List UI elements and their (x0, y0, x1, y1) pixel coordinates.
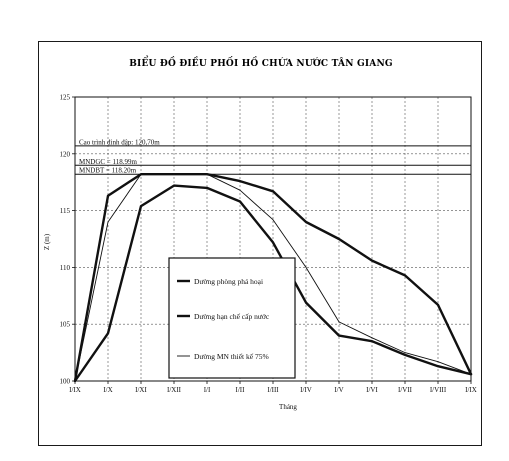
series-line-3 (74, 173, 472, 382)
x-tick-label: I/II (236, 386, 246, 394)
x-tick-label: I/V (334, 386, 343, 394)
x-tick-label: I/XII (167, 386, 182, 394)
y-tick-label: 110 (60, 264, 71, 272)
x-tick-label: I/IX (465, 386, 477, 394)
legend-label-3: Dường MN thiết kế 75% (194, 352, 269, 361)
legend-box (168, 257, 296, 379)
y-tick-label: 100 (60, 378, 71, 386)
chart-title: BIỂU ĐỒ ĐIỀU PHỐI HỒ CHỨA NƯỚC TÂN GIANG (129, 55, 393, 69)
x-tick-label: I/VIII (430, 386, 447, 394)
y-tick-label: 120 (60, 150, 71, 158)
legend-label-2: Dường hạn chế cấp nước (194, 312, 270, 321)
reference-label: Cao trình đỉnh đập: 120,70m (79, 138, 160, 146)
y-axis-label: Z (m) (43, 233, 51, 250)
x-tick-label: I/VII (398, 386, 413, 394)
legend: Dường phòng phá hoại Dường hạn chế cấp n… (168, 257, 296, 379)
x-tick-label: I/X (103, 386, 112, 394)
x-tick-label: I/IV (300, 386, 312, 394)
chart: BIỂU ĐỒ ĐIỀU PHỐI HỒ CHỨA NƯỚC TÂN GIANG… (43, 55, 477, 411)
x-axis-label: Tháng (279, 403, 297, 411)
x-tick-label: I/XI (135, 386, 147, 394)
x-tick-label: I/VI (366, 386, 378, 394)
chart-frame: BIỂU ĐỒ ĐIỀU PHỐI HỒ CHỨA NƯỚC TÂN GIANG… (38, 41, 482, 446)
y-tick-label: 115 (60, 207, 71, 215)
y-tick-label: 125 (60, 94, 71, 102)
x-tick-label: I/IX (69, 386, 81, 394)
series-line-2 (73, 184, 473, 383)
x-tick-label: I/III (267, 386, 279, 394)
y-tick-label: 105 (60, 321, 71, 329)
x-tick-label: I/I (204, 386, 211, 394)
reference-label: MNDBT = 118.20m (79, 167, 137, 175)
reference-label: MNDGC = 118.99m (79, 158, 137, 166)
legend-label-1: Dường phòng phá hoại (194, 277, 263, 286)
